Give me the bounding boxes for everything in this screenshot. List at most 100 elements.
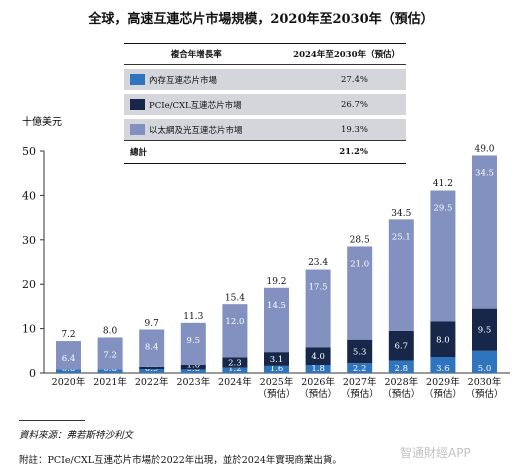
- bar-segment: [430, 321, 456, 358]
- bar-segment: [139, 329, 165, 367]
- cagr-row-total: 總計 21.2%: [124, 140, 406, 164]
- cagr-legend-table: 複合年增長率 2024年至2030年（預估） 內存互連芯片市場 27.4% PC…: [124, 43, 406, 164]
- x-tick-label: 2021年: [93, 376, 127, 388]
- cagr-header-right: 2024年至2030年（預估）: [268, 43, 406, 65]
- bar-segment: [388, 360, 414, 373]
- bar-segment-label: 5.3: [353, 347, 367, 357]
- bar-segment-label: 12.0: [225, 317, 244, 327]
- x-tick-label: 2029年: [426, 376, 460, 388]
- cagr-row-value: 27.4%: [268, 69, 406, 90]
- bar-segment: [180, 322, 206, 366]
- bar-segment: [347, 339, 373, 364]
- x-tick-label: （預估）: [341, 388, 379, 400]
- bar-segment-label: 1.6: [270, 364, 284, 374]
- bar-segment-label: 5.0: [478, 364, 492, 374]
- memory-series-swatch: [130, 73, 145, 85]
- bar-segment-label: 25.1: [392, 232, 411, 242]
- y-tick-label: 20: [22, 278, 36, 291]
- bar-segment-label: 4.0: [311, 352, 325, 362]
- cagr-row-label: 內存互連芯片市場: [149, 75, 218, 86]
- bar-segment: [222, 367, 248, 373]
- bar-segment-label: 17.5: [309, 283, 328, 293]
- cagr-row-pcie: PCIe/CXL互連芯片市場 26.7%: [124, 94, 406, 115]
- bar-segment: [305, 347, 331, 366]
- x-tick-label: （預估）: [424, 388, 462, 400]
- x-tick-label: （預估）: [465, 388, 503, 400]
- bar-segment: [264, 287, 289, 353]
- x-tick-label: 2024年: [218, 376, 252, 388]
- x-tick-label: 2026年: [301, 376, 335, 388]
- bar-segment-label: 2.3: [228, 359, 242, 369]
- y-tick-label: 30: [22, 234, 36, 247]
- bar-segment-label: 1.8: [311, 364, 325, 374]
- x-tick-label: （預估）: [299, 388, 337, 400]
- cagr-header-left: 複合年增長率: [124, 43, 269, 65]
- bar-segment-label: 7.2: [103, 350, 117, 360]
- x-tick-label: 2027年: [343, 376, 377, 388]
- bar-segment: [139, 369, 165, 373]
- bar-segment-label: 2.8: [395, 364, 409, 374]
- bar-total-label: 49.0: [474, 144, 494, 154]
- bar-segment-label: 9.5: [187, 336, 201, 346]
- bar-total-label: 7.2: [61, 330, 75, 340]
- bar-segment-label: 21.0: [350, 259, 369, 269]
- bar-total-label: 19.2: [266, 277, 286, 287]
- stacked-bar-chart: 十億美元 0 10 20 30 40 50 2020年 2021年 2022年 2023年 2024…: [22, 115, 510, 400]
- bar-segment-label: 8.0: [436, 335, 450, 345]
- source-note: 資料來源：弗若斯特沙利文: [19, 430, 134, 441]
- y-tick-label: 0: [29, 367, 36, 380]
- bar-segment: [222, 304, 248, 358]
- bar-total-label: 9.7: [145, 319, 160, 329]
- chart-bars: 0.86.47.20.87.28.00.90.58.49.70.81.09.51…: [56, 144, 497, 374]
- bar-segment: [388, 330, 414, 361]
- bar-segment-label: 3.1: [270, 355, 284, 365]
- bar-segment: [305, 365, 331, 373]
- bar-segment: [472, 155, 497, 309]
- bar-segment: [264, 352, 289, 366]
- bar-total-label: 34.5: [391, 209, 411, 219]
- bar-total-label: 28.5: [350, 235, 370, 245]
- x-tick-label: 2030年: [468, 376, 502, 388]
- x-tick-label: 2020年: [52, 376, 86, 388]
- cagr-row-ethernet: 以太網及光互連芯片市場 19.3%: [124, 119, 406, 141]
- bar-segment: [180, 365, 206, 370]
- bar-segment: [264, 365, 289, 373]
- x-tick-label: （預估）: [382, 388, 420, 400]
- cagr-total-label: 總計: [124, 140, 269, 164]
- chart-title: 全球，高速互連芯片市場規模，2020年至2030年（預估）: [88, 12, 434, 27]
- bar-segment: [472, 350, 497, 373]
- x-tick-label: 2025年: [260, 376, 294, 388]
- cagr-row-label: 以太網及光互連芯片市場: [149, 125, 243, 136]
- bar-segment-label: 3.6: [436, 364, 450, 374]
- bar-total-label: 15.4: [225, 294, 245, 304]
- bar-segment-label: 9.5: [478, 326, 492, 336]
- bar-segment: [430, 190, 456, 322]
- y-tick-label: 40: [22, 189, 36, 202]
- cagr-row-value: 19.3%: [268, 119, 406, 141]
- x-tick-label: 2028年: [384, 376, 418, 388]
- x-tick-label: 2023年: [176, 376, 210, 388]
- bar-segment-label: 1.0: [187, 360, 201, 370]
- y-axis-title: 十億美元: [22, 115, 62, 128]
- bar-total-label: 11.3: [183, 312, 203, 322]
- bar-segment: [347, 363, 373, 373]
- bar-segment: [180, 369, 206, 373]
- bar-segment-label: 6.4: [62, 354, 76, 364]
- bar-segment: [139, 366, 165, 370]
- bar-total-label: 23.4: [308, 258, 328, 268]
- bar-segment-label: 29.5: [433, 204, 452, 214]
- bar-segment-label: 8.4: [145, 342, 159, 352]
- bar-segment: [347, 246, 373, 340]
- cagr-table-header: 複合年增長率 2024年至2030年（預估）: [124, 43, 406, 65]
- footnote: 附註：PCIe/CXL互連芯片市場於2022年出現，並於2024年實現商業出貨。: [19, 455, 342, 466]
- bar-segment: [97, 337, 123, 370]
- bar-segment: [56, 369, 81, 373]
- bar-segment-label: 14.5: [267, 301, 286, 311]
- watermark-logo: 智通財經APP: [400, 446, 471, 460]
- bar-segment: [430, 357, 456, 373]
- chart-axes: 0 10 20 30 40 50 2020年 2021年 2022年 2023年 2024年 2025…: [22, 145, 510, 400]
- bar-segment-label: 2.2: [353, 364, 367, 374]
- bar-total-label: 8.0: [103, 326, 118, 336]
- bar-segment-label: 34.5: [475, 168, 494, 178]
- bar-segment: [388, 219, 414, 331]
